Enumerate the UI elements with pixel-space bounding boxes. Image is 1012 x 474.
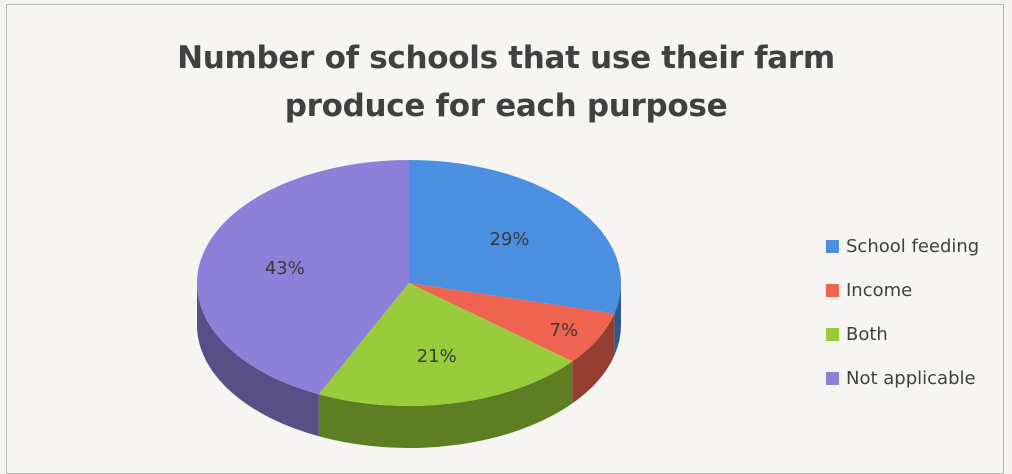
pie-side-not-applicable	[197, 283, 319, 437]
data-label-both: 21%	[417, 346, 457, 367]
pie-data-labels: 29% 7% 21% 43%	[265, 229, 578, 367]
legend-swatch-income	[826, 283, 839, 297]
pie-side-both	[318, 361, 573, 448]
data-label-school-feeding: 29%	[489, 229, 529, 250]
chart-legend: School feeding Income Both Not applicabl…	[826, 224, 979, 400]
legend-item-both: Both	[826, 312, 979, 356]
pie-slice-income	[409, 283, 615, 362]
pie-side-walls	[197, 283, 621, 448]
chart-title: Number of schools that use their farm pr…	[0, 34, 1012, 130]
legend-label-both: Both	[846, 323, 888, 345]
legend-item-school-feeding: School feeding	[826, 224, 979, 268]
legend-item-not-applicable: Not applicable	[826, 356, 979, 400]
pie-chart: 29% 7% 21% 43%	[197, 160, 621, 448]
legend-item-income: Income	[826, 268, 979, 312]
pie-slice-not-applicable	[197, 160, 409, 395]
pie-side-school-feeding	[614, 283, 621, 356]
pie-slice-both	[318, 283, 573, 406]
legend-label-income: Income	[846, 279, 913, 301]
chart-title-line-1: Number of schools that use their farm	[177, 40, 835, 76]
pie-side-income	[572, 313, 615, 404]
chart-title-line-2: produce for each purpose	[284, 88, 728, 124]
pie-slices	[197, 160, 621, 406]
legend-label-not-applicable: Not applicable	[846, 367, 976, 389]
legend-swatch-both	[826, 327, 839, 341]
data-label-income: 7%	[550, 320, 579, 341]
legend-label-school-feeding: School feeding	[846, 235, 980, 257]
legend-swatch-not-applicable	[826, 371, 839, 385]
legend-swatch-school-feeding	[826, 239, 839, 253]
data-label-not-applicable: 43%	[265, 258, 305, 279]
pie-slice-school-feeding	[409, 160, 621, 314]
